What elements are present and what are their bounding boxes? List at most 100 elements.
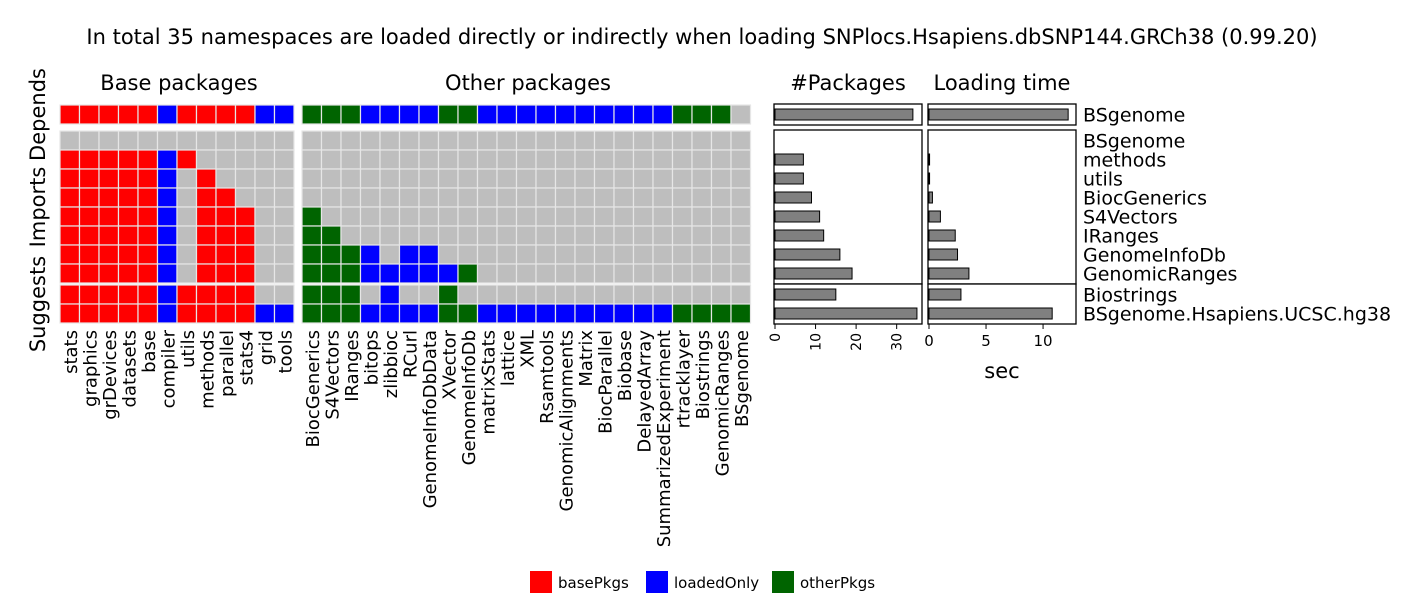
- heat-cell-base: [156, 225, 178, 246]
- package-label: methods: [1083, 150, 1166, 172]
- heat-cell-base: [59, 303, 81, 324]
- heat-cell-other: [476, 130, 498, 151]
- heat-cell-other: [652, 244, 674, 265]
- heat-cell-base: [117, 263, 139, 284]
- panel-title-other: Other packages: [445, 71, 611, 95]
- heat-cell-base: [215, 244, 237, 265]
- heat-cell-base: [195, 284, 217, 305]
- heat-cell-other: [496, 187, 518, 208]
- heat-cell-other: [398, 244, 420, 265]
- heat-cell-base: [117, 187, 139, 208]
- heat-cell-other: [476, 263, 498, 284]
- column-label-other: Matrix: [576, 330, 597, 387]
- heat-cell-other: [437, 130, 459, 151]
- heat-cell-other: [418, 225, 440, 246]
- heat-cell-base: [176, 263, 198, 284]
- heat-cell-other: [613, 187, 635, 208]
- heat-cell-other: [418, 187, 440, 208]
- heat-cell-base: [215, 104, 237, 125]
- heat-cell-other: [457, 104, 479, 125]
- heat-cell-other: [710, 130, 732, 151]
- count-axis-tick-label: 20: [849, 333, 865, 351]
- package-label: BSgenome: [1083, 131, 1185, 153]
- heat-cell-other: [574, 130, 596, 151]
- heat-cell-base: [215, 149, 237, 170]
- heat-cell-other: [574, 149, 596, 170]
- heat-cell-other: [574, 168, 596, 189]
- heat-cell-other: [730, 149, 752, 170]
- heat-cell-other: [515, 244, 537, 265]
- heat-cell-other: [340, 149, 362, 170]
- heat-cell-other: [515, 225, 537, 246]
- heat-cell-other: [515, 168, 537, 189]
- heat-cell-base: [78, 206, 100, 227]
- heat-cell-other: [379, 263, 401, 284]
- count-bar: [774, 108, 914, 121]
- heat-cell-other: [301, 187, 323, 208]
- heat-cell-other: [418, 130, 440, 151]
- column-label-base: tools: [275, 330, 296, 373]
- heat-cell-base: [234, 263, 256, 284]
- heat-cell-other: [671, 263, 693, 284]
- count-panel-frame: [773, 129, 923, 285]
- heat-cell-other: [632, 104, 654, 125]
- heat-cell-base: [176, 303, 198, 324]
- heat-cell-other: [437, 284, 459, 305]
- heat-cell-other: [554, 284, 576, 305]
- group-label: Depends: [26, 68, 50, 161]
- heat-cell-other: [496, 225, 518, 246]
- heat-cell-other: [613, 303, 635, 324]
- heat-cell-other: [398, 187, 420, 208]
- heat-cell-base: [156, 187, 178, 208]
- heat-cell-base: [195, 263, 217, 284]
- heat-cell-other: [515, 206, 537, 227]
- time-bar: [928, 210, 941, 223]
- heat-cell-other: [437, 225, 459, 246]
- heat-cell-base: [234, 187, 256, 208]
- legend-swatch: [772, 571, 794, 593]
- heat-cell-other: [320, 244, 342, 265]
- column-label-other: Biobase: [615, 330, 636, 401]
- column-label-other: BiocParallel: [595, 330, 616, 434]
- heat-cell-base: [98, 284, 120, 305]
- heat-cell-base: [98, 244, 120, 265]
- heat-cell-base: [137, 130, 159, 151]
- heat-cell-other: [340, 168, 362, 189]
- heat-cell-base: [59, 168, 81, 189]
- heat-cell-other: [496, 149, 518, 170]
- heat-cell-other: [340, 244, 362, 265]
- heat-cell-base: [273, 104, 295, 125]
- heat-cell-base: [59, 104, 81, 125]
- heat-cell-base: [78, 187, 100, 208]
- heat-cell-other: [691, 284, 713, 305]
- heat-cell-other: [730, 284, 752, 305]
- column-label-other: bitops: [361, 330, 382, 385]
- heat-cell-other: [632, 149, 654, 170]
- time-bar: [928, 307, 1053, 320]
- heat-cell-other: [437, 168, 459, 189]
- heat-cell-other: [476, 244, 498, 265]
- column-label-base: grDevices: [100, 330, 121, 420]
- heat-cell-other: [301, 244, 323, 265]
- heat-cell-other: [496, 104, 518, 125]
- heat-cell-other: [398, 149, 420, 170]
- heat-cell-other: [652, 130, 674, 151]
- heat-cell-other: [496, 263, 518, 284]
- heat-cell-other: [301, 168, 323, 189]
- heat-cell-other: [496, 206, 518, 227]
- heat-cell-other: [418, 303, 440, 324]
- heat-cell-base: [176, 244, 198, 265]
- heat-cell-other: [418, 244, 440, 265]
- heat-cell-base: [254, 168, 276, 189]
- column-label-base: datasets: [119, 330, 140, 407]
- heat-cell-other: [320, 149, 342, 170]
- count-bar: [774, 288, 837, 301]
- count-axis-tick-label: 0: [768, 333, 784, 342]
- heat-cell-other: [554, 130, 576, 151]
- time-bar: [928, 153, 931, 166]
- column-label-base: parallel: [217, 330, 238, 397]
- heat-cell-other: [593, 225, 615, 246]
- heat-cell-other: [691, 263, 713, 284]
- heat-cell-other: [730, 187, 752, 208]
- heat-cell-other: [301, 130, 323, 151]
